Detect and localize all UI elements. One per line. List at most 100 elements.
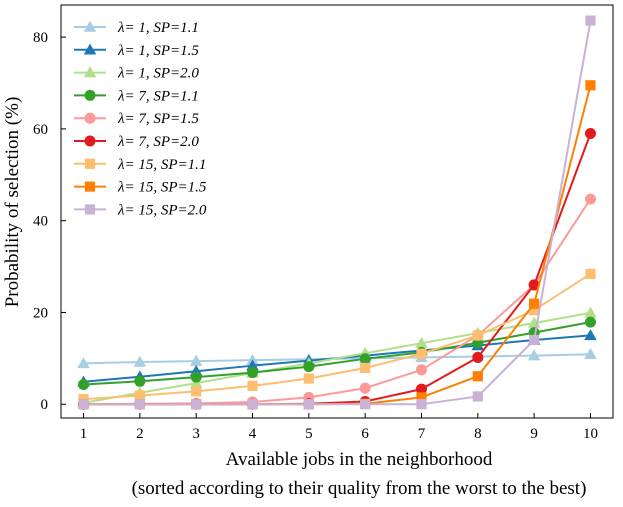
plot-frame — [60, 4, 614, 419]
series-7 — [78, 80, 596, 410]
x-tick-label: 9 — [530, 426, 538, 442]
x-tick-label: 5 — [305, 426, 313, 442]
legend-marker — [83, 20, 97, 32]
y-tick-label: 40 — [33, 214, 48, 230]
data-point — [584, 193, 596, 205]
data-point — [303, 399, 314, 410]
data-point — [78, 378, 90, 391]
series-line — [83, 273, 592, 401]
legend-label: λ= 1, SP=2.0 — [117, 66, 199, 82]
legend-item: λ= 1, SP=1.1 — [74, 20, 199, 36]
legend-marker — [84, 204, 96, 215]
data-point — [472, 330, 483, 341]
legend-marker — [83, 43, 97, 55]
data-point — [246, 359, 259, 371]
data-point — [585, 268, 596, 280]
legend-label: λ= 15, SP=1.5 — [117, 180, 207, 196]
data-point — [246, 367, 259, 379]
x-tick-label: 8 — [474, 426, 482, 442]
y-tick-label: 80 — [33, 30, 48, 46]
series-6 — [78, 268, 596, 405]
legend-item: λ= 1, SP=2.0 — [74, 66, 199, 82]
legend-label: λ= 15, SP=2.0 — [117, 202, 207, 218]
data-point — [527, 349, 541, 361]
y-tick-label: 0 — [41, 397, 49, 413]
data-point — [416, 399, 427, 410]
legend-marker — [84, 89, 96, 101]
legend-marker — [84, 135, 96, 147]
data-point — [191, 399, 202, 410]
data-point — [247, 399, 258, 410]
legend-item: λ= 7, SP=1.5 — [74, 111, 199, 127]
data-point — [472, 351, 484, 363]
series-line — [83, 321, 591, 386]
data-point — [416, 348, 427, 359]
data-point — [360, 362, 371, 374]
data-point — [360, 399, 371, 410]
data-point — [77, 357, 90, 369]
x-tick-label: 10 — [583, 426, 598, 442]
x-tick-label: 4 — [249, 426, 257, 442]
legend-item: λ= 7, SP=2.0 — [74, 134, 199, 150]
legend-label: λ= 7, SP=1.5 — [117, 111, 199, 127]
x-axis-label-subtitle: (sorted according to their quality from … — [132, 478, 587, 499]
legend-marker — [83, 66, 97, 78]
chart-axes: 1 2 3 4 5 6 7 8 9 10 0 20 40 60 80 — [33, 30, 598, 442]
data-point — [189, 354, 203, 366]
y-axis-label: Probability of selection (%) — [2, 97, 23, 308]
data-point — [472, 391, 483, 402]
legend: λ= 1, SP=1.1 λ= 1, SP=1.5 λ= 1, SP=2.0 λ= 7… — [74, 20, 207, 218]
data-point — [584, 306, 597, 318]
data-point — [529, 334, 540, 346]
series-line — [83, 20, 592, 406]
legend-label: λ= 1, SP=1.1 — [117, 20, 199, 36]
legend-marker — [84, 158, 96, 169]
legend-label: λ= 1, SP=1.5 — [117, 43, 199, 59]
legend-item: λ= 15, SP=2.0 — [74, 202, 207, 218]
data-point — [529, 298, 540, 309]
legend-item: λ= 7, SP=1.1 — [74, 88, 199, 104]
x-tick-label: 3 — [192, 426, 200, 442]
x-tick-label: 6 — [361, 426, 369, 442]
data-point — [134, 390, 145, 401]
series-3 — [78, 316, 596, 391]
legend-label: λ= 15, SP=1.1 — [117, 157, 206, 173]
data-point — [584, 347, 597, 359]
series-8 — [78, 15, 596, 410]
data-point — [359, 382, 371, 394]
y-tick-label: 20 — [33, 305, 48, 321]
legend-marker — [84, 112, 96, 124]
y-tick-label: 60 — [33, 122, 48, 138]
data-point — [78, 399, 89, 410]
legend-item: λ= 15, SP=1.1 — [74, 157, 206, 173]
data-point — [584, 316, 596, 328]
data-point — [415, 336, 428, 348]
data-point — [191, 386, 202, 397]
data-point — [359, 353, 371, 365]
data-point — [585, 15, 596, 26]
data-point — [416, 392, 427, 403]
x-axis-label: Available jobs in the neighborhood — [226, 449, 493, 470]
data-point — [247, 380, 258, 391]
x-tick-label: 1 — [80, 426, 88, 442]
chart-marks — [77, 15, 597, 410]
data-point — [303, 373, 314, 384]
legend-marker — [84, 181, 96, 192]
data-point — [585, 80, 596, 91]
series-line — [83, 311, 591, 404]
legend-item: λ= 1, SP=1.5 — [74, 43, 199, 59]
series-4 — [78, 193, 596, 410]
data-point — [134, 375, 146, 387]
x-tick-label: 2 — [136, 426, 144, 442]
data-point — [303, 361, 315, 373]
data-point — [584, 329, 597, 341]
data-point — [415, 383, 428, 395]
data-point — [133, 355, 147, 367]
data-point — [529, 305, 540, 316]
x-tick-label: 7 — [418, 426, 426, 442]
data-point — [134, 399, 145, 410]
data-point — [584, 127, 596, 140]
data-point — [528, 279, 540, 291]
legend-item: λ= 15, SP=1.5 — [74, 180, 207, 196]
